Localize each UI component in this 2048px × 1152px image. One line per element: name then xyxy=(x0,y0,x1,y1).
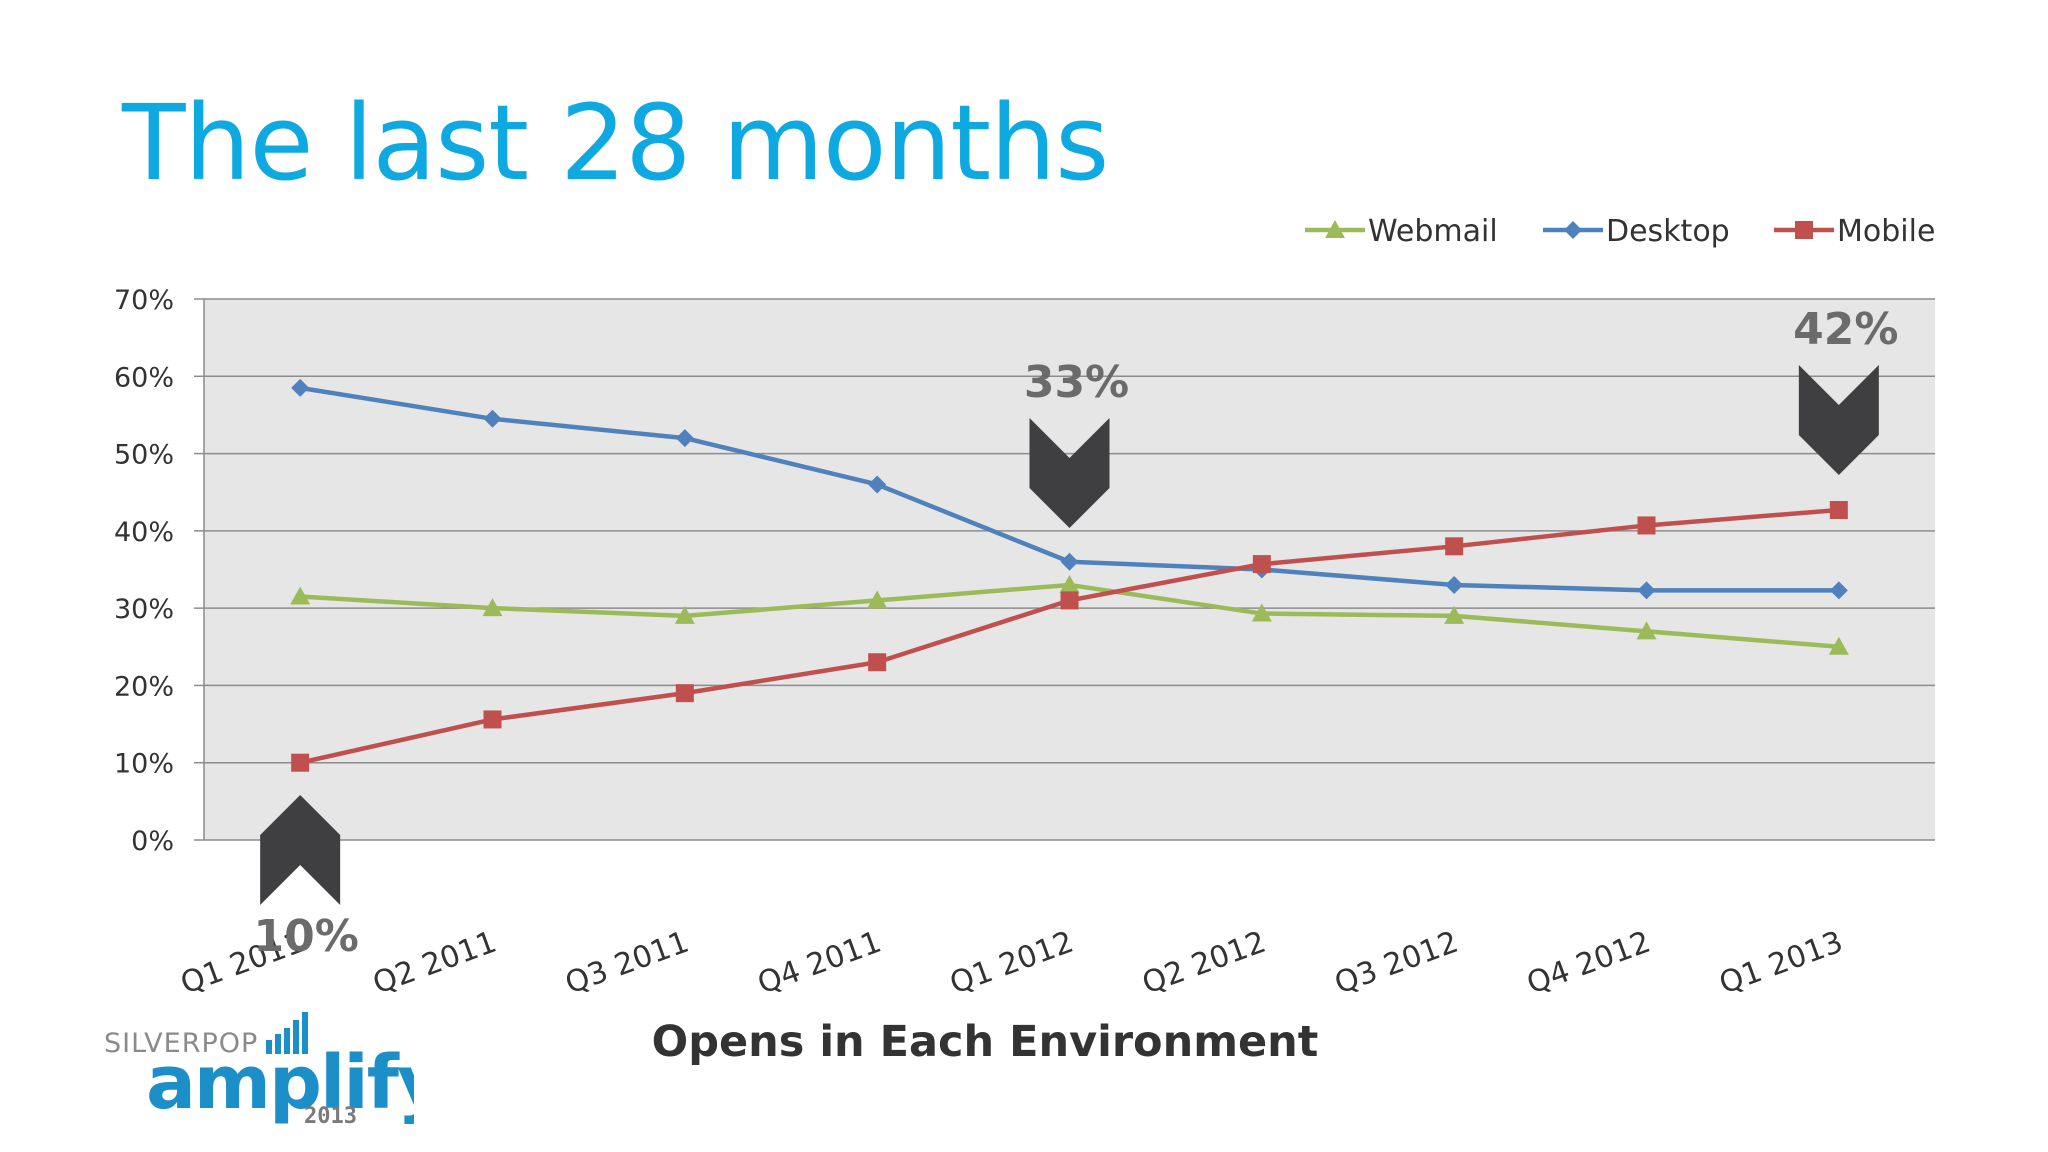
x-tick-label: Q1 2013 xyxy=(1715,925,1848,1002)
webmail-point xyxy=(1251,603,1272,622)
legend-label: Desktop xyxy=(1606,214,1730,249)
webmail-point xyxy=(290,586,311,605)
callout-q1-2011: 10% xyxy=(254,795,359,962)
desktop-point xyxy=(1829,581,1848,600)
callout-label: 42% xyxy=(1793,304,1898,355)
y-tick-label: 30% xyxy=(114,594,174,625)
webmail-point xyxy=(1059,574,1080,593)
mobile-point xyxy=(868,653,887,672)
x-tick-label: Q1 2012 xyxy=(945,925,1078,1002)
chevron-arrow-icon xyxy=(260,795,341,905)
chevron-arrow-icon xyxy=(1029,418,1110,528)
logo-main-text: amplify xyxy=(146,1040,414,1125)
webmail-point xyxy=(1636,621,1657,640)
y-axis-ticks: 0% 10% 20% 30% 40% 50% 60% 70% xyxy=(114,285,174,857)
desktop-point xyxy=(1637,581,1656,600)
series-lines xyxy=(290,378,1849,772)
desktop-point xyxy=(291,378,310,397)
webmail-point xyxy=(1828,636,1849,655)
mobile-point xyxy=(483,710,502,729)
x-tick-label: Q3 2011 xyxy=(561,925,694,1002)
chart-caption: Opens in Each Environment xyxy=(652,1017,1319,1067)
logo-year-text: 2013 xyxy=(304,1104,357,1125)
callouts: 10% 33% 42% xyxy=(254,304,1899,962)
chevron-arrow-icon xyxy=(1798,365,1879,475)
legend-marker xyxy=(1564,221,1582,239)
mobile-point xyxy=(1829,500,1848,519)
y-tick-label: 50% xyxy=(114,440,174,471)
callout-label: 10% xyxy=(254,911,359,962)
y-tick-label: 70% xyxy=(114,285,174,316)
x-tick-label: Q4 2012 xyxy=(1522,925,1655,1002)
slide-title: The last 28 months xyxy=(122,82,1109,204)
signal-bars-icon xyxy=(266,1012,308,1054)
webmail-point xyxy=(867,590,888,609)
mobile-point xyxy=(1445,537,1464,556)
mobile-point xyxy=(1060,591,1079,610)
y-tick-label: 40% xyxy=(114,517,174,548)
silverpop-amplify-logo: SILVERPOP amplify 2013 xyxy=(104,1012,414,1125)
desktop-point xyxy=(1060,552,1079,571)
callout-q1-2012: 33% xyxy=(1024,357,1129,528)
legend-marker xyxy=(1325,220,1345,238)
mobile-point xyxy=(1637,516,1656,535)
x-tick-label: Q2 2012 xyxy=(1138,925,1271,1002)
x-tick-label: Q4 2011 xyxy=(753,925,886,1002)
webmail-point xyxy=(674,605,695,624)
webmail-point xyxy=(482,598,503,617)
legend-label: Webmail xyxy=(1368,214,1498,249)
x-tick-label: Q3 2012 xyxy=(1330,925,1463,1002)
y-tick-label: 10% xyxy=(114,749,174,780)
legend-marker xyxy=(1795,221,1813,239)
desktop-point xyxy=(483,409,502,428)
y-tick-label: 0% xyxy=(131,826,174,857)
mobile-point xyxy=(675,684,694,703)
desktop-point xyxy=(1445,575,1464,594)
mobile-point xyxy=(291,753,310,772)
logo-top-text: SILVERPOP xyxy=(104,1028,258,1059)
y-tick-label: 20% xyxy=(114,671,174,702)
y-tick-label: 60% xyxy=(114,362,174,393)
legend-item-webmail: Webmail xyxy=(1305,214,1498,249)
legend-label: Mobile xyxy=(1837,214,1935,249)
callout-label: 33% xyxy=(1024,357,1129,408)
legend-item-desktop: Desktop xyxy=(1543,214,1730,249)
legend-item-mobile: Mobile xyxy=(1774,214,1935,249)
webmail-point xyxy=(1444,605,1465,624)
x-tick-label: Q2 2011 xyxy=(368,925,501,1002)
mobile-point xyxy=(1252,555,1271,574)
legend: Webmail Desktop Mobile xyxy=(1305,214,1935,249)
desktop-point xyxy=(675,429,694,448)
series-mobile xyxy=(291,500,1848,772)
x-axis-ticks: Q1 2011 Q2 2011 Q3 2011 Q4 2011 Q1 2012 Q2 20… xyxy=(176,925,1847,1002)
callout-q1-2013: 42% xyxy=(1793,304,1898,475)
desktop-point xyxy=(868,475,887,494)
series-desktop xyxy=(291,378,1848,600)
series-webmail xyxy=(290,574,1849,655)
